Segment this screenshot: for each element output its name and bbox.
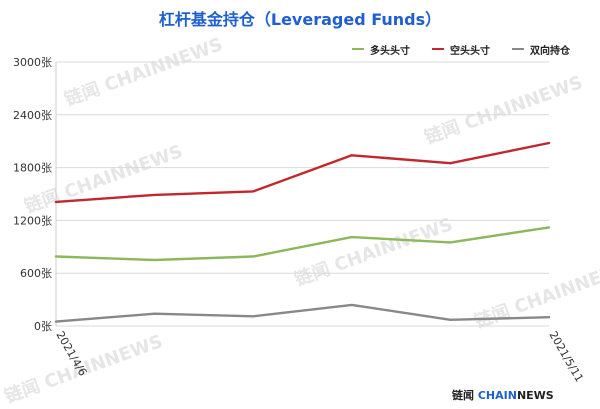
brand-accent: CHAIN (477, 389, 517, 402)
y-tick-label: 3000张 (13, 56, 52, 69)
legend-swatch-short (432, 48, 444, 50)
legend-swatch-long (352, 48, 364, 50)
x-tick-label: 2021/5/11 (546, 329, 585, 384)
gridlines (55, 61, 549, 327)
legend-label-short: 空头头寸 (450, 45, 490, 57)
y-tick-label: 2400张 (13, 109, 52, 122)
chart-title: 杠杆基金持仓（Leveraged Funds） (158, 10, 442, 29)
y-tick-label: 1800张 (13, 162, 52, 175)
brand-name: 链闻 (452, 389, 474, 402)
brand-logo: 链闻 CHAINNEWS (452, 387, 554, 403)
legend-swatch-spread (512, 48, 524, 50)
series-line-long (54, 226, 551, 262)
y-axis-ticks: 0张 600张 1200张 1800张 2400张 3000张 (13, 56, 52, 333)
y-tick-label: 1200张 (13, 214, 52, 227)
series-lines (54, 141, 551, 323)
x-tick-label: 2021/4/6 (53, 329, 89, 378)
legend-item-long[interactable]: 多头头寸 (352, 41, 410, 57)
x-axis-ticks: 2021/4/6 2021/5/11 (53, 329, 585, 384)
series-line-spread (54, 303, 551, 323)
legend-label-long: 多头头寸 (370, 45, 410, 57)
y-tick-label: 0张 (34, 320, 52, 333)
series-line-short (54, 141, 551, 204)
y-tick-label: 600张 (20, 267, 52, 280)
brand-suffix: NEWS (516, 389, 554, 402)
legend-item-short[interactable]: 空头头寸 (432, 41, 490, 57)
legend-item-spread[interactable]: 双向持仓 (512, 41, 570, 57)
legend-label-spread: 双向持仓 (530, 45, 570, 57)
